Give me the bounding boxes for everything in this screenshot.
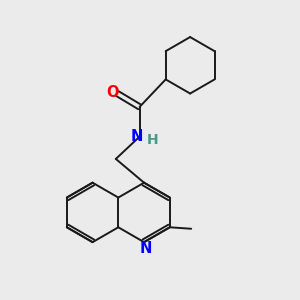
Text: N: N — [140, 241, 152, 256]
Text: O: O — [106, 85, 119, 100]
Text: N: N — [130, 129, 143, 144]
Text: H: H — [146, 133, 158, 147]
